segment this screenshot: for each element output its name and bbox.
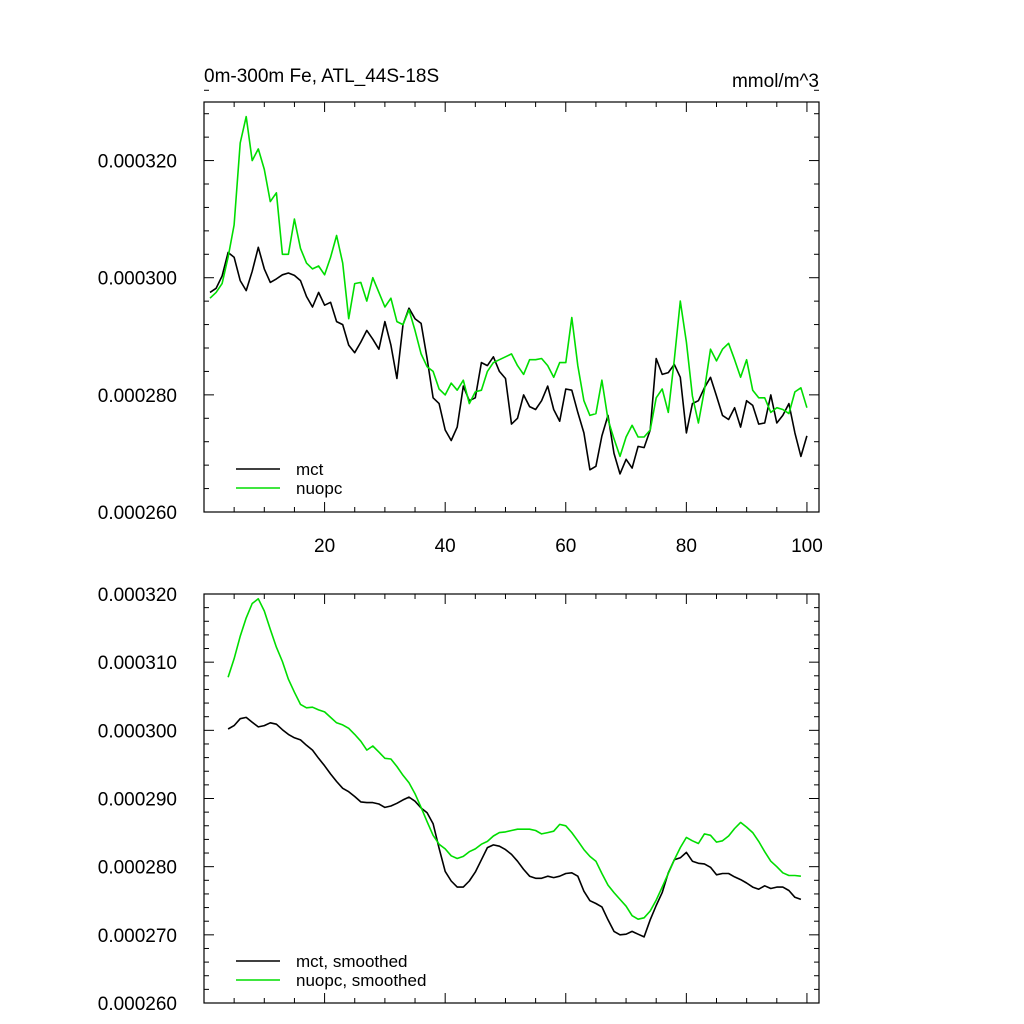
x-tick-label: 60	[555, 536, 576, 557]
legend-label: nuopc, smoothed	[296, 971, 426, 990]
legend-label: mct	[296, 460, 324, 479]
series-line-mct-smoothed	[227, 716, 802, 938]
y-tick-label: 0.000280	[98, 386, 177, 407]
x-tick-label: 100	[791, 536, 823, 557]
series-line-nuopc	[209, 115, 808, 458]
units-label: mmol/m^3	[732, 71, 819, 92]
top-panel: 20 40 60 80 100 0.000260 0.000280 0.000300 0.000…	[98, 66, 823, 557]
legend-label: nuopc	[296, 479, 343, 498]
y-tick-label: 0.000300	[98, 721, 177, 742]
y-tick-label: 0.000280	[98, 858, 177, 879]
y-tick-label: 0.000300	[98, 269, 177, 290]
series-line-mct	[209, 246, 808, 475]
y-tick-label: 0.000260	[98, 503, 177, 524]
x-tick-label: 20	[314, 536, 335, 557]
chart-title: 0m-300m Fe, ATL_44S-18S	[204, 66, 439, 87]
legend-label: mct, smoothed	[296, 952, 408, 971]
y-tick-label: 0.000290	[98, 790, 177, 811]
x-tick-label: 80	[676, 536, 697, 557]
y-tick-label: 0.000320	[98, 585, 177, 606]
y-tick-label: 0.000270	[98, 926, 177, 947]
plot-frame	[203, 593, 820, 1004]
plot-frame	[203, 101, 820, 513]
x-tick-label: 40	[435, 536, 456, 557]
y-tick-label: 0.000320	[98, 152, 177, 173]
y-tick-label: 0.000310	[98, 653, 177, 674]
y-tick-label: 0.000260	[98, 994, 177, 1015]
series-line-nuopc-smoothed	[227, 597, 801, 921]
bottom-panel: 0.000260 0.000270 0.000280 0.000290 0.000300…	[98, 585, 820, 1015]
